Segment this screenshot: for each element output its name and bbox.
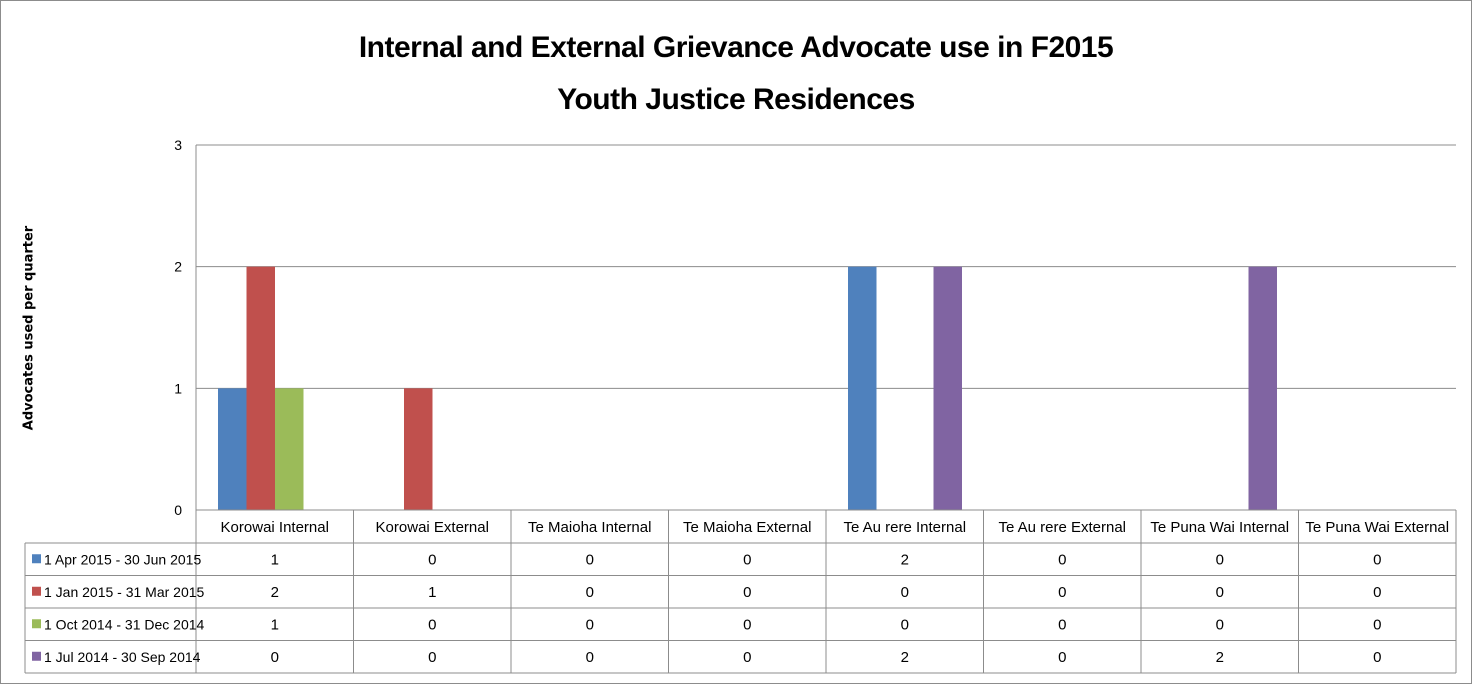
data-table-value: 0 bbox=[1216, 551, 1224, 568]
legend-swatch bbox=[32, 554, 41, 564]
data-table-value: 0 bbox=[743, 551, 751, 568]
legend-label: 1 Apr 2015 - 30 Jun 2015 bbox=[44, 551, 201, 567]
bar bbox=[933, 266, 962, 510]
y-tick-label: 0 bbox=[174, 502, 182, 518]
category-label: Te Puna Wai External bbox=[1305, 519, 1449, 536]
data-table-value: 0 bbox=[1058, 649, 1066, 666]
data-table-value: 0 bbox=[1373, 616, 1381, 633]
data-table-value: 0 bbox=[1216, 584, 1224, 601]
data-table-value: 0 bbox=[428, 616, 436, 633]
data-table-value: 0 bbox=[1058, 616, 1066, 633]
data-table-value: 0 bbox=[1373, 551, 1381, 568]
category-label: Korowai Internal bbox=[221, 519, 329, 536]
data-table-value: 0 bbox=[586, 649, 594, 666]
bar bbox=[218, 388, 247, 510]
y-tick-label: 1 bbox=[174, 380, 182, 396]
data-table-value: 1 bbox=[428, 584, 436, 601]
legend-label: 1 Oct 2014 - 31 Dec 2014 bbox=[44, 616, 205, 632]
data-table-value: 0 bbox=[743, 649, 751, 666]
bar bbox=[1248, 266, 1277, 510]
data-table-value: 2 bbox=[271, 584, 279, 601]
category-label: Te Maioha External bbox=[683, 519, 811, 536]
data-table-value: 1 bbox=[271, 616, 279, 633]
bar bbox=[275, 388, 304, 510]
data-table-value: 0 bbox=[1373, 649, 1381, 666]
y-tick-label: 2 bbox=[174, 259, 182, 275]
data-table-value: 0 bbox=[1373, 584, 1381, 601]
data-table-value: 2 bbox=[901, 649, 909, 666]
category-label: Te Puna Wai Internal bbox=[1150, 519, 1289, 536]
legend-label: 1 Jan 2015 - 31 Mar 2015 bbox=[44, 584, 205, 600]
data-table-value: 0 bbox=[1058, 584, 1066, 601]
data-table-value: 0 bbox=[743, 584, 751, 601]
category-label: Te Au rere Internal bbox=[843, 519, 966, 536]
data-table-value: 0 bbox=[1216, 616, 1224, 633]
data-table-value: 0 bbox=[271, 649, 279, 666]
chart-title: Internal and External Grievance Advocate… bbox=[0, 22, 1472, 126]
bar bbox=[246, 266, 275, 510]
data-table-value: 0 bbox=[1058, 551, 1066, 568]
category-label: Korowai External bbox=[376, 519, 489, 536]
data-table-value: 0 bbox=[901, 584, 909, 601]
data-table-value: 0 bbox=[586, 584, 594, 601]
data-table-value: 2 bbox=[901, 551, 909, 568]
data-table-value: 0 bbox=[428, 649, 436, 666]
data-table-value: 0 bbox=[586, 616, 594, 633]
y-tick-label: 3 bbox=[174, 137, 182, 153]
chart-title-line-1: Internal and External Grievance Advocate… bbox=[358, 31, 1114, 64]
legend-swatch bbox=[32, 586, 41, 596]
data-table-value: 2 bbox=[1216, 649, 1224, 666]
data-table-value: 1 bbox=[271, 551, 279, 568]
legend-swatch bbox=[32, 651, 41, 661]
bar bbox=[404, 388, 433, 510]
data-table-value: 0 bbox=[586, 551, 594, 568]
data-table-value: 0 bbox=[743, 616, 751, 633]
data-table-value: 0 bbox=[428, 551, 436, 568]
category-label: Te Maioha Internal bbox=[528, 519, 651, 536]
legend-swatch bbox=[32, 619, 41, 629]
data-table-value: 0 bbox=[901, 616, 909, 633]
category-label: Te Au rere External bbox=[998, 519, 1126, 536]
bar bbox=[848, 266, 877, 510]
chart-title-line-2: Youth Justice Residences bbox=[557, 83, 915, 116]
legend-label: 1 Jul 2014 - 30 Sep 2014 bbox=[44, 649, 201, 665]
